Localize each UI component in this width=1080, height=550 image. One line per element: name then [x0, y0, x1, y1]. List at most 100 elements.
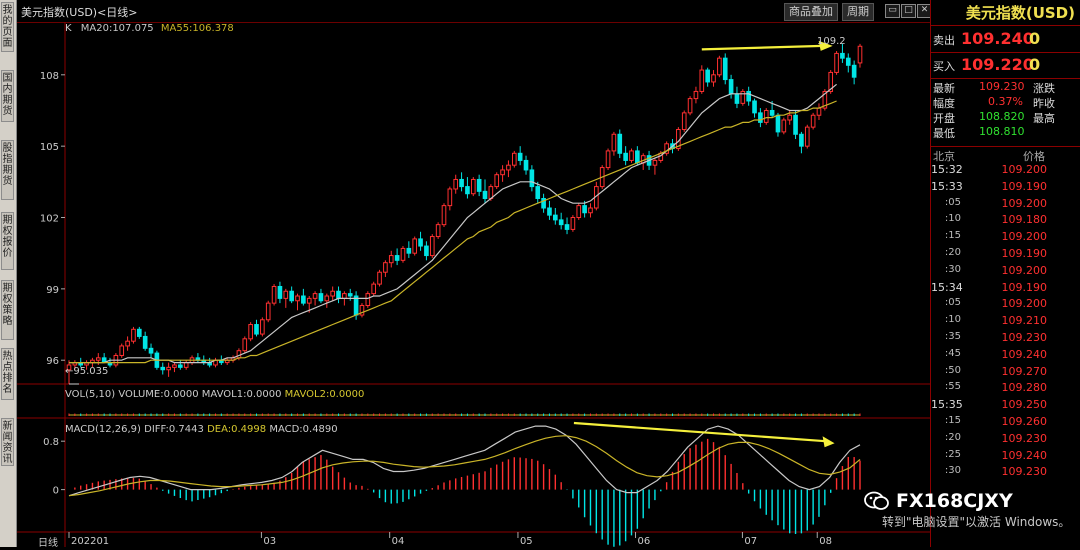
chart-header: 美元指数(USD)<日线> 商品叠加 周期 ▭ □ ✕ — [17, 0, 932, 23]
tick-price: 109.180 — [1001, 213, 1048, 227]
tick-row: :20 109.230 — [931, 432, 1080, 447]
candle-body — [66, 364, 72, 371]
candle-body — [306, 297, 312, 304]
candle-body — [470, 178, 476, 195]
candle-body — [383, 262, 388, 273]
candle-body — [142, 335, 148, 349]
left-tab-6[interactable]: 热点排名 — [1, 348, 14, 400]
candle-body — [635, 150, 640, 164]
tick-time: :45 — [944, 347, 961, 359]
candle-body — [312, 293, 318, 299]
candle-body — [693, 90, 699, 100]
x-tick-label: 06 — [638, 536, 651, 547]
trend-arrow — [701, 44, 823, 51]
y-tick-label: 96 — [46, 356, 59, 367]
chart-area[interactable]: 96 99 102 105 108 0.8 0 202201 03 04 05 06 07 08 K MA… — [17, 22, 930, 549]
tick-time: :50 — [944, 364, 961, 376]
left-tab-2[interactable]: 国内期货 — [1, 70, 14, 122]
tick-header: 北京 价格 — [931, 146, 1080, 163]
candle-body — [125, 340, 130, 347]
y-tick-label: 105 — [40, 142, 59, 153]
tick-row: 15:33 109.190 — [931, 180, 1080, 195]
candle-body — [752, 100, 757, 114]
left-tab-4[interactable]: 期权报价 — [1, 212, 14, 270]
quote-panel: 美元指数(USD) 卖出 109.240 0 买入 109.220 0 北京 价… — [930, 0, 1080, 547]
tick-row: 15:34 109.190 — [931, 281, 1080, 296]
tick-time: :15 — [944, 415, 961, 426]
x-tick-label: 05 — [520, 536, 533, 547]
tick-price: 109.270 — [1001, 364, 1048, 378]
quote-key2: 最高 — [1033, 112, 1055, 125]
candle-body — [570, 217, 576, 230]
tick-time: :05 — [944, 196, 961, 208]
candle-body — [377, 271, 382, 285]
left-tab-7[interactable]: 新闻资讯 — [1, 418, 14, 466]
tick-row: :20 109.190 — [931, 247, 1080, 262]
tick-time: :10 — [944, 314, 961, 326]
left-tab-3[interactable]: 股指期货 — [1, 140, 14, 200]
candle-body — [840, 52, 845, 59]
left-tab-bar: 我的页面国内期货股指期货期权报价期权策略热点排名新闻资讯 — [0, 0, 17, 547]
windows-activate-notice: 转到"电脑设置"以激活 Windows。 — [882, 515, 1071, 529]
tick-price: 109.190 — [1001, 179, 1048, 193]
candle-body — [500, 169, 505, 176]
candle-body — [301, 295, 306, 304]
tick-row: :30 109.200 — [931, 264, 1080, 279]
candle-body — [359, 305, 365, 316]
candle-body — [717, 57, 722, 76]
tick-price: 109.200 — [1001, 230, 1048, 244]
overlay-commodity-button[interactable]: 商品叠加 — [784, 3, 838, 21]
tick-time: 15:35 — [931, 398, 963, 412]
tick-header-time: 北京 — [933, 150, 955, 163]
candle-body — [330, 290, 335, 297]
tick-price: 109.190 — [1001, 247, 1048, 260]
candle-body — [265, 302, 271, 321]
quote-row: 幅度 0.37% 昨收 — [931, 95, 1080, 110]
macd-title: MACD(12,26,9) — [65, 424, 141, 435]
macd-trend-arrow — [573, 421, 826, 443]
tick-price: 109.230 — [1001, 431, 1048, 445]
candle-body — [131, 328, 136, 342]
candle-body — [664, 143, 669, 154]
left-tab-5[interactable]: 期权策略 — [1, 280, 14, 340]
candle-body — [558, 219, 564, 226]
candle-body — [834, 52, 839, 73]
candle-body — [617, 133, 623, 154]
candle-body — [435, 224, 441, 238]
volume-value: VOLUME:0.0000 — [118, 389, 199, 400]
x-tick-label: 202201 — [71, 536, 109, 547]
candle-body — [271, 285, 277, 304]
restore-window-icon[interactable]: ▭ — [885, 4, 900, 18]
x-tick-label: 07 — [744, 536, 757, 547]
maximize-window-icon[interactable]: □ — [901, 4, 916, 18]
candle-body — [453, 178, 459, 190]
buy-row: 买入 109.220 0 — [931, 52, 1080, 79]
tick-row: :35 109.230 — [931, 331, 1080, 346]
candle-body — [523, 159, 529, 171]
candle-body — [511, 152, 517, 166]
candle-body — [400, 247, 406, 261]
candle-body — [447, 188, 453, 207]
left-tab-1[interactable]: 我的页面 — [1, 2, 14, 52]
candle-body — [517, 152, 523, 161]
candle-body — [799, 133, 804, 147]
tick-row: :50 109.270 — [931, 365, 1080, 380]
candle-body — [564, 224, 570, 230]
candle-body — [781, 119, 787, 133]
macd-y-tick-label: 0.8 — [43, 437, 59, 448]
vol-label: VOL(5,10) — [65, 389, 116, 400]
chart-svg: 96 99 102 105 108 0.8 0 202201 03 04 05 06 07 08 — [17, 22, 930, 547]
candle-body — [95, 357, 101, 361]
period-button[interactable]: 周期 — [842, 3, 874, 21]
dea-line — [68, 435, 861, 497]
candle-body — [394, 255, 400, 261]
candle-body — [236, 350, 242, 359]
candle-body — [629, 150, 634, 161]
window-title: 美元指数(USD)<日线> — [21, 6, 138, 19]
quote-key2: 涨跌 — [1033, 82, 1055, 95]
candle-body — [283, 290, 289, 299]
ma20-line — [69, 83, 837, 364]
candle-body — [406, 247, 412, 254]
candle-body — [459, 178, 464, 188]
candle-body — [254, 324, 259, 335]
